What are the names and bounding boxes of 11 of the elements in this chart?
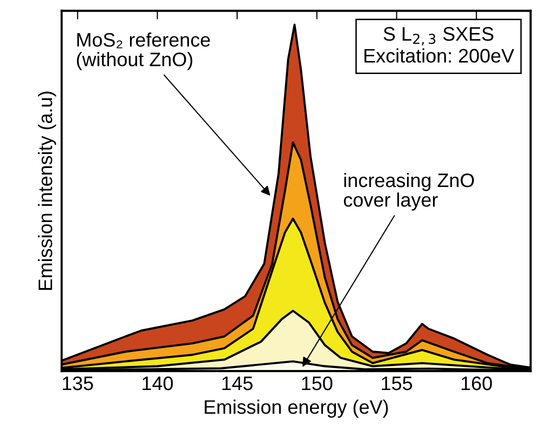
y-axis-title: Emission intensity (a.u)	[38, 92, 56, 290]
x-axis-title: Emission energy (eV)	[204, 400, 388, 418]
x-tick-label: 160	[462, 376, 492, 390]
x-tick-label: 135	[62, 376, 93, 390]
annotation: S L$_{2,3}$ SXES Excitation: 200eV	[364, 27, 514, 63]
x-tick-label: 150	[302, 376, 332, 390]
x-tick-label: 155	[382, 376, 412, 390]
x-tick-label: 145	[222, 376, 253, 390]
x-tick-label: 140	[142, 376, 173, 390]
annotation: increasing ZnO cover layer	[344, 172, 474, 211]
annotation: MoS₂ reference (without ZnO)	[76, 32, 210, 70]
